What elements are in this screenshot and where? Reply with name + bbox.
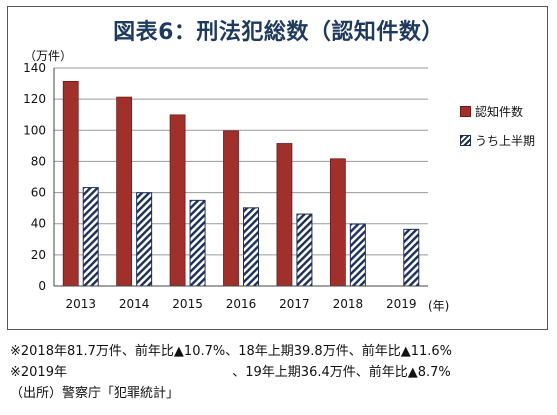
bar-first-half [243,207,259,287]
bar-recognized [276,143,293,287]
chart-frame: 図表6：刑法犯総数（認知件数） （万件） 0 20 40 60 80 100 120 140 2… [7,6,548,330]
x-tick-label: 2016 [226,297,257,311]
bar-recognized [62,80,79,287]
chart-title: 図表6：刑法犯総数（認知件数） [113,20,444,45]
y-tick-label: 140 [23,61,46,75]
bar-first-half [296,213,313,287]
x-tick-label: 2019 [386,297,417,311]
legend-label-recognized: 認知件数 [475,105,524,119]
bar-first-half [403,228,420,287]
footnote-2019: ※2019年 、19年上期36.4万件、前年比▲8.7% [10,365,451,380]
y-tick-label: 0 [38,279,46,293]
legend-swatch-red [460,106,471,117]
y-tick-label: 60 [31,186,46,200]
bar-first-half [189,199,206,287]
x-axis-unit-label: (年) [428,299,450,313]
bar-recognized [169,114,186,287]
bar-chart-plot: 0 20 40 60 80 100 120 140 2013 2014 2015 2016 2017 20… [23,61,428,311]
y-tick-label: 40 [31,217,46,231]
bar-first-half [136,192,153,287]
legend-item-recognized: 認知件数 [460,103,523,120]
x-tick-label: 2017 [279,297,310,311]
source-note: （出所）警察庁「犯罪統計」 [10,386,180,401]
y-tick-label: 80 [31,154,46,168]
bar-recognized [329,158,346,287]
legend-label-first-half: うち上半期 [475,134,536,148]
x-tick-label: 2018 [333,297,364,311]
bar-first-half [349,223,366,287]
footnote-2018: ※2018年81.7万件、前年比▲10.7%、18年上期39.8万件、前年比▲1… [10,344,453,359]
bar-recognized [223,130,239,287]
x-tick-label: 2014 [119,297,150,311]
y-tick-label: 120 [23,92,46,106]
x-tick-label: 2015 [172,297,203,311]
y-tick-label: 20 [31,248,46,262]
y-tick-label: 100 [23,123,46,137]
legend-swatch-hatched [460,135,471,146]
bar-recognized [116,96,133,287]
bar-first-half [82,187,99,287]
y-axis-unit-label: （万件） [24,49,73,63]
legend-item-first-half: うち上半期 [460,132,535,149]
x-tick-label: 2013 [65,297,96,311]
